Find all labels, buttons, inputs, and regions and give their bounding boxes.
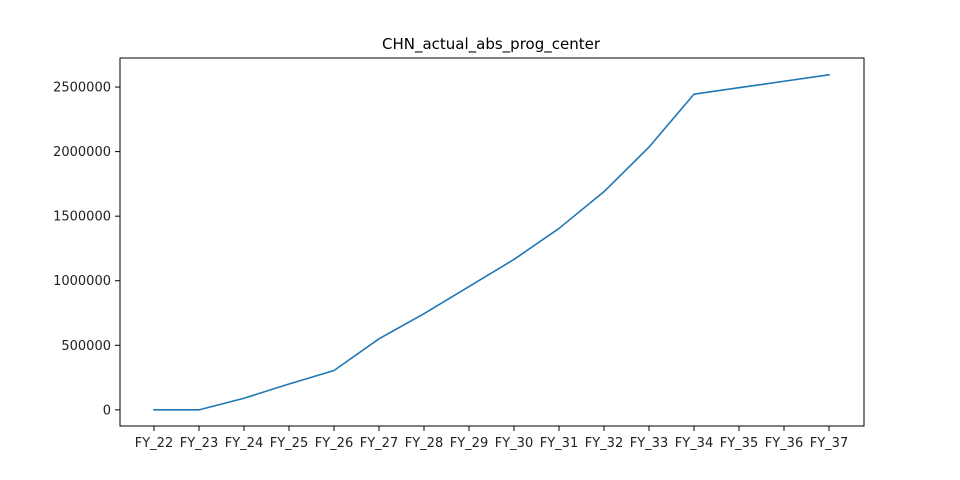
series-line-0 [153,73,830,411]
y-tick-label: 500000 [61,339,111,354]
x-tick-label: FY_37 [810,436,848,451]
plot-area-frame [119,57,865,427]
y-tick-label: 2000000 [53,145,111,160]
x-tick-label: FY_26 [315,436,353,451]
x-tick-label: FY_24 [225,436,263,451]
series-layer [153,73,830,411]
x-tick-label: FY_30 [495,436,533,451]
y-tick-label: 0 [103,403,111,418]
x-tick-label: FY_32 [585,436,623,451]
y-tick-label: 2500000 [53,81,111,96]
x-tick-label: FY_28 [405,436,443,451]
x-tick-label: FY_35 [720,436,758,451]
y-tick-label: 1000000 [53,274,111,289]
x-tick-label: FY_25 [270,436,308,451]
x-axis: FY_22 FY_23 FY_24 FY_25 FY_26 FY_27 FY_28 FY_29… [135,426,848,451]
y-axis: 0 500000 1000000 1500000 2000000 2500000 [53,81,120,418]
x-tick-label: FY_29 [450,436,488,451]
x-tick-label: FY_22 [135,436,173,451]
y-tick-label: 1500000 [53,210,111,225]
x-tick-label: FY_31 [540,436,578,451]
x-tick-label: FY_27 [360,436,398,451]
chart-title: CHN_actual_abs_prog_center [382,35,601,54]
x-tick-label: FY_33 [630,436,668,451]
x-tick-label: FY_34 [675,436,713,451]
x-tick-label: FY_36 [765,436,803,451]
x-tick-label: FY_23 [180,436,218,451]
